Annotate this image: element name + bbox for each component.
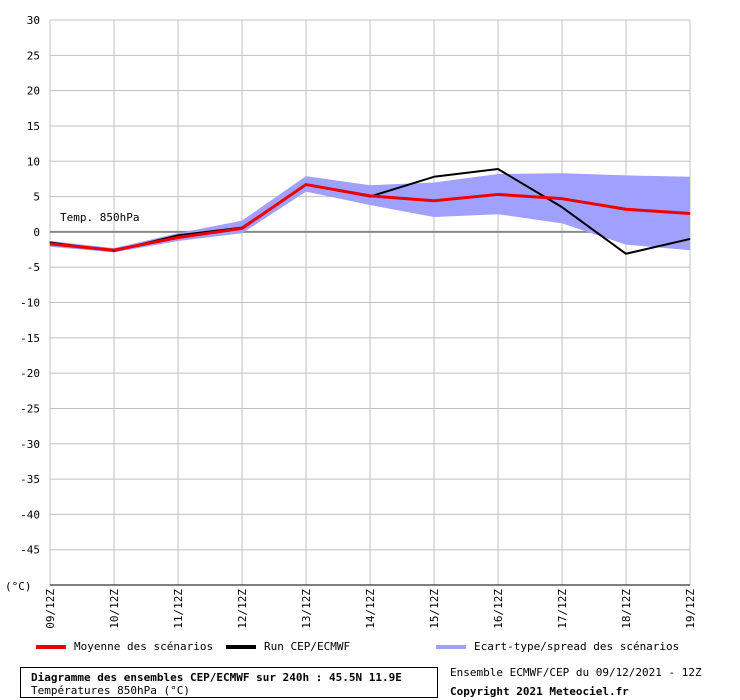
legend-label-mean: Moyenne des scénarios (74, 640, 214, 653)
unit-label: (°C) (5, 580, 32, 593)
legend-swatch-mean (36, 645, 66, 649)
y-tick-label: 15 (27, 120, 40, 133)
series-points (49, 168, 691, 255)
run-point (113, 250, 115, 252)
mean-point (625, 208, 627, 210)
y-tick-label: -45 (20, 544, 40, 557)
mean-point (497, 193, 499, 195)
run-point (177, 234, 179, 236)
mean-point (689, 213, 691, 215)
mean-point (305, 184, 307, 186)
mean-point (433, 200, 435, 202)
x-tick-labels: 09/12Z 10/12Z 11/12Z 12/12Z 13/12Z 14/12Z 15/1… (44, 589, 697, 629)
run-point (689, 238, 691, 240)
x-tick-label: 15/12Z (428, 589, 441, 629)
legend-item-mean: Moyenne des scénarios (36, 640, 213, 654)
mean-point (241, 227, 243, 229)
copyright: Copyright 2021 Meteociel.fr (450, 685, 629, 698)
legend-swatch-spread (436, 645, 466, 649)
y-tick-label: -30 (20, 438, 40, 451)
y-tick-label: 30 (27, 14, 40, 27)
legend-swatch-run (226, 645, 256, 649)
y-tick-label: -35 (20, 473, 40, 486)
y-tick-label: -15 (20, 332, 40, 345)
y-tick-label: -10 (20, 297, 40, 310)
footer-title: Diagramme des ensembles CEP/ECMWF sur 24… (31, 671, 402, 684)
grid (49, 19, 691, 586)
mean-point (369, 195, 371, 197)
legend-label-run: Run CEP/ECMWF (264, 640, 351, 653)
y-tick-label: 20 (27, 85, 40, 98)
legend-item-run: Run CEP/ECMWF (226, 640, 350, 654)
x-tick-label: 09/12Z (44, 589, 57, 629)
x-tick-label: 11/12Z (172, 589, 185, 629)
x-tick-label: 19/12Z (684, 589, 697, 629)
y-tick-label: 0 (33, 226, 40, 239)
x-tick-label: 18/12Z (620, 589, 633, 629)
run-point (433, 176, 435, 178)
y-tick-label: 25 (27, 49, 40, 62)
y-tick-labels: 30 25 20 15 10 5 0 -5 -10 -15 -20 -25 -30 -35 -40 -45 (20, 14, 40, 557)
x-tick-label: 12/12Z (236, 589, 249, 629)
y-tick-label: 5 (33, 191, 40, 204)
ensemble-chart: 30 25 20 15 10 5 0 -5 -10 -15 -20 -25 -30 -35 -40 -45 0… (5, 14, 697, 629)
run-point (49, 241, 51, 243)
y-tick-label: -5 (27, 261, 40, 274)
y-tick-label: -20 (20, 367, 40, 380)
mean-point (49, 243, 51, 245)
run-point (625, 253, 627, 255)
run-point (369, 196, 371, 198)
mean-point (561, 198, 563, 200)
footer-title-box: Diagramme des ensembles CEP/ECMWF sur 24… (20, 667, 438, 698)
run-point (241, 227, 243, 229)
x-tick-label: 16/12Z (492, 589, 505, 629)
run-info: Ensemble ECMWF/CEP du 09/12/2021 - 12Z (450, 666, 702, 679)
y-tick-label: -40 (20, 508, 40, 521)
legend-item-spread: Ecart-type/spread des scénarios (436, 640, 679, 654)
run-point (497, 168, 499, 170)
run-point (561, 206, 563, 208)
temp-annotation: Temp. 850hPa (60, 211, 139, 224)
footer-subtitle: Températures 850hPa (°C) (31, 684, 190, 697)
x-tick-label: 10/12Z (108, 589, 121, 629)
legend-label-spread: Ecart-type/spread des scénarios (474, 640, 680, 653)
x-tick-label: 14/12Z (364, 589, 377, 629)
y-tick-label: 10 (27, 155, 40, 168)
mean-point (113, 249, 115, 251)
mean-point (177, 237, 179, 239)
y-tick-label: -25 (20, 402, 40, 415)
x-tick-label: 17/12Z (556, 589, 569, 629)
x-tick-label: 13/12Z (300, 589, 313, 629)
